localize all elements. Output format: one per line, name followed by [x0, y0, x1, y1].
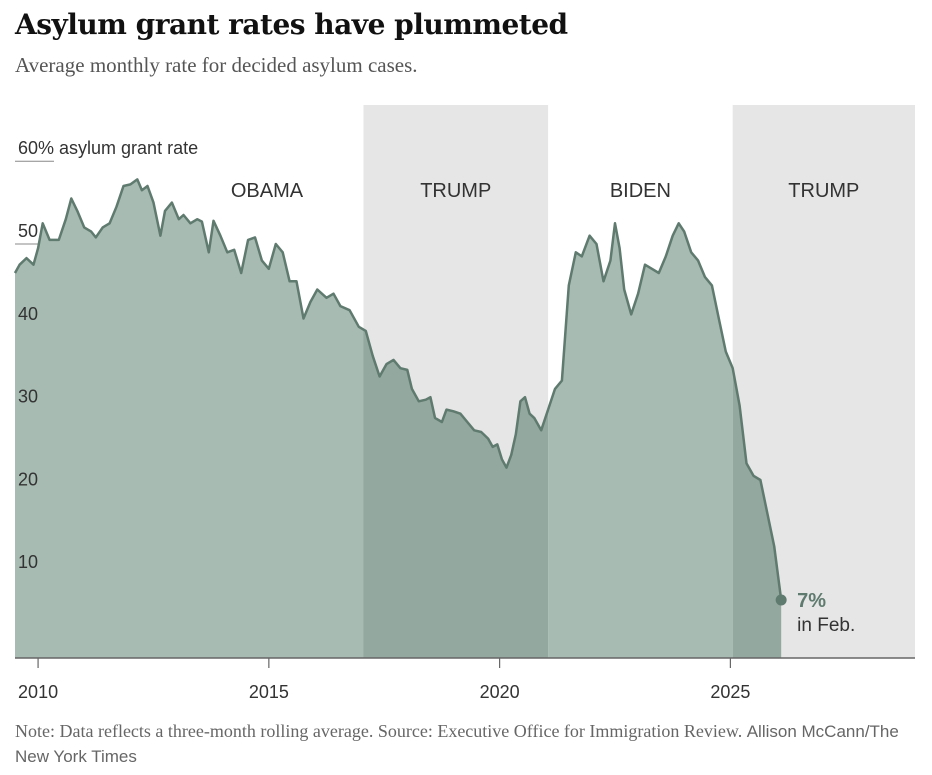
annotation-value: 7%: [797, 590, 826, 612]
x-axis: 2010 2015 2020 2025: [15, 657, 915, 702]
y-tick-label-50: 50: [18, 221, 38, 241]
period-labels: OBAMA TRUMP BIDEN TRUMP: [231, 180, 860, 202]
chart-subtitle: Average monthly rate for decided asylum …: [15, 53, 418, 77]
footer-note: Note: Data reflects a three-month rollin…: [15, 721, 743, 741]
period-label-obama-0: OBAMA: [231, 180, 304, 202]
annotation-sublabel: in Feb.: [797, 615, 855, 636]
chart-title: Asylum grant rates have plummeted: [15, 8, 568, 41]
y-tick-label-10: 10: [18, 552, 38, 572]
annotation: 7% in Feb.: [775, 590, 855, 636]
y-tick-label-30: 30: [18, 387, 38, 407]
x-tick-label-2025: 2025: [710, 682, 750, 702]
chart-footer: Note: Data reflects a three-month rollin…: [15, 719, 905, 769]
endpoint-marker: [775, 594, 787, 606]
y-tick-labels: 60% asylum grant rate 50 40 30 20 10: [18, 138, 198, 572]
x-tick-label-2010: 2010: [18, 682, 58, 702]
area-fill-biden-2: [548, 223, 733, 658]
series-line: [13, 178, 783, 601]
area-series: [13, 178, 783, 658]
period-label-trump-3: TRUMP: [788, 180, 859, 202]
area-fill-obama-0: [15, 179, 364, 658]
area-fill-trump-3: [732, 368, 782, 658]
period-label-biden-2: BIDEN: [610, 180, 671, 202]
x-tick-label-2015: 2015: [249, 682, 289, 702]
y-tick-label-60: 60% asylum grant rate: [18, 138, 198, 158]
area-fill-trump-1: [363, 329, 549, 658]
period-label-trump-1: TRUMP: [420, 180, 491, 202]
y-tick-label-20: 20: [18, 469, 38, 489]
y-tick-label-40: 40: [18, 304, 38, 324]
x-tick-label-2020: 2020: [480, 682, 520, 702]
footer-byline: Allison McCann/The New York Times: [15, 722, 899, 766]
